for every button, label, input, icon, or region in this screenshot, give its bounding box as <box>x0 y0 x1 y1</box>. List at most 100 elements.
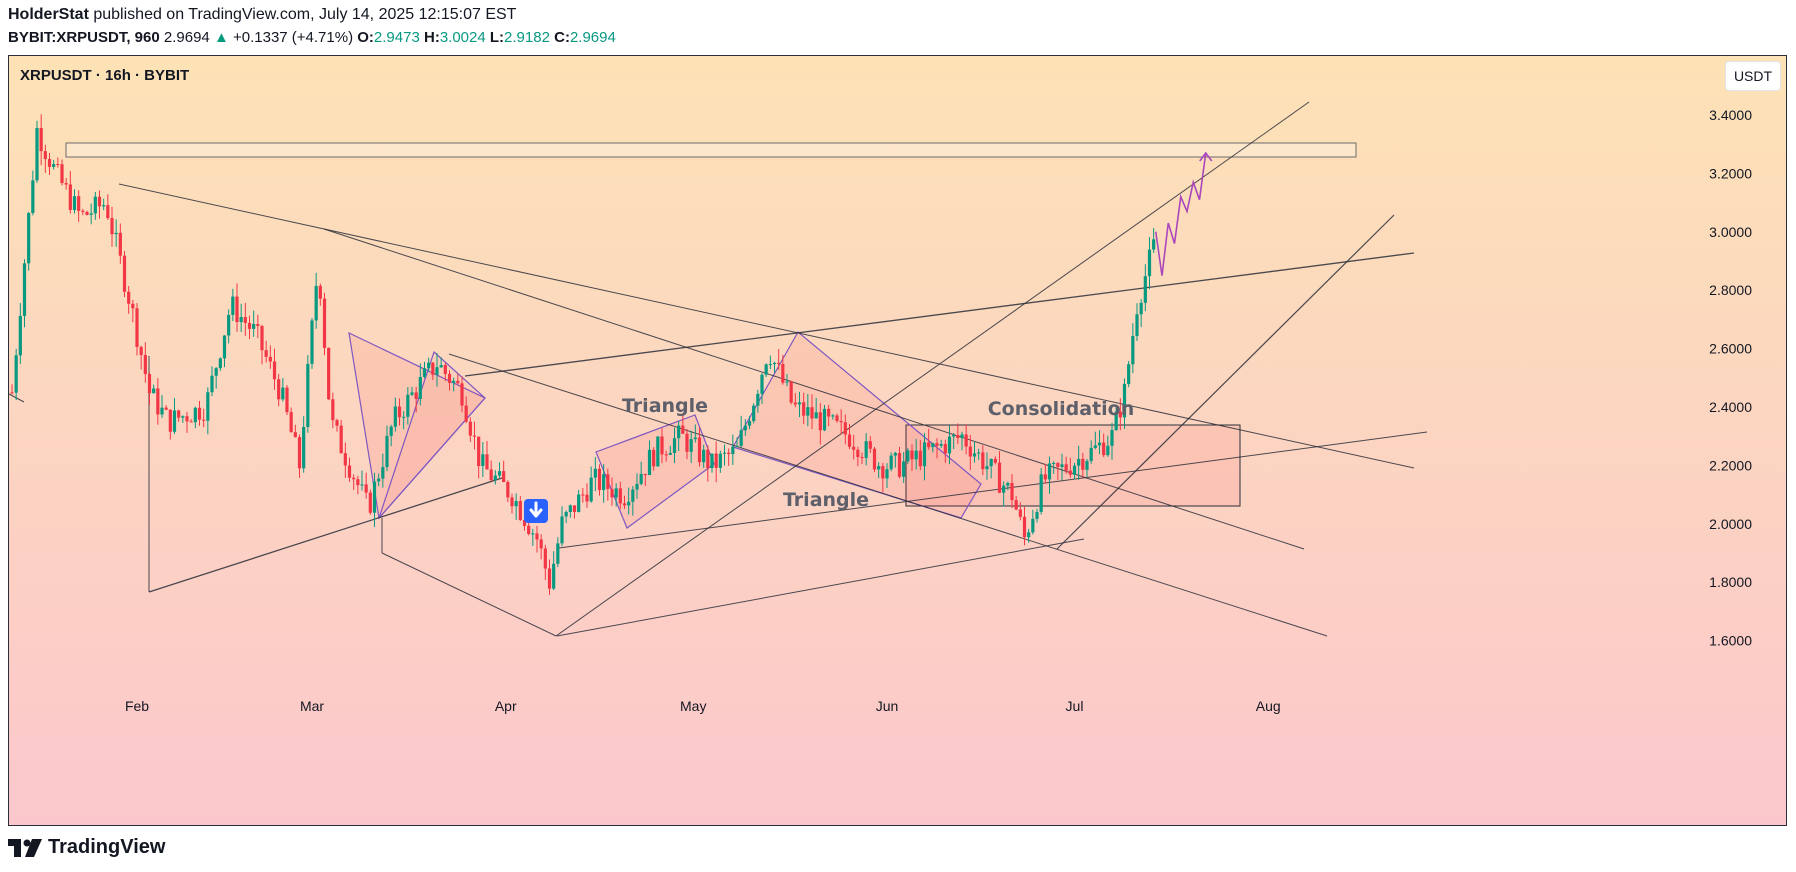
candle-body <box>347 465 352 478</box>
candle-body <box>977 452 981 454</box>
candle-body <box>822 408 827 431</box>
candle-body <box>1072 465 1077 475</box>
candle-body <box>777 362 781 364</box>
candle-body <box>1152 239 1156 250</box>
candle-body <box>327 347 331 400</box>
candle-body <box>906 450 910 462</box>
candle-body <box>539 539 543 549</box>
candle-body <box>606 474 610 490</box>
candle-body <box>127 291 131 304</box>
candle-body <box>993 458 997 463</box>
chart-panel[interactable]: Triangle Triangle Consolidation 3.4000 3.20… <box>8 55 1787 826</box>
close-label: C: <box>554 29 570 46</box>
candle-body <box>497 471 502 476</box>
candle-body <box>177 410 181 418</box>
candle-body <box>1056 462 1060 467</box>
candle-body <box>1139 302 1143 315</box>
candle-body <box>435 367 439 375</box>
candle-body <box>1093 445 1097 448</box>
candle-body <box>222 335 227 359</box>
candle-body <box>1147 249 1152 277</box>
candle-body <box>1006 483 1010 486</box>
candle-body <box>202 419 206 421</box>
tradingview-logo[interactable]: TradingView <box>8 836 165 859</box>
currency-unit-button[interactable]: USDT <box>1725 61 1781 91</box>
candle-body <box>427 362 431 369</box>
candle-body <box>677 425 681 439</box>
candle-body <box>206 392 210 421</box>
candle-body <box>72 196 77 210</box>
candle-body <box>722 452 727 454</box>
candle-body <box>168 409 172 432</box>
candle-body <box>43 151 47 160</box>
candle-body <box>1085 461 1089 470</box>
candle-body <box>1002 485 1006 493</box>
candle-body <box>10 392 14 394</box>
candle-body <box>839 421 843 423</box>
candle-body <box>639 473 643 484</box>
price-tick-label: 2.8000 <box>1709 282 1752 298</box>
candle-body <box>56 164 60 166</box>
candle-body <box>572 505 577 512</box>
candle-body <box>1102 442 1106 456</box>
time-tick-label: May <box>680 698 706 714</box>
candle-body <box>268 356 272 362</box>
candle-body <box>893 452 897 456</box>
candle-body <box>610 489 614 498</box>
annotations: Triangle Triangle Consolidation <box>622 395 1134 511</box>
projected-path <box>1154 152 1207 276</box>
candle-body <box>793 402 797 405</box>
candle-body <box>314 285 318 321</box>
trend-line <box>381 552 557 637</box>
candle-body <box>672 438 677 453</box>
candle-body <box>902 461 906 477</box>
price-tick-label: 3.0000 <box>1709 224 1752 240</box>
candle-body <box>135 308 139 347</box>
time-tick-label: Feb <box>125 698 149 714</box>
candle-body <box>689 439 693 452</box>
candle-body <box>872 448 877 470</box>
candle-body <box>660 436 664 455</box>
candle-body <box>785 381 789 383</box>
candle-body <box>706 449 710 469</box>
candle-body <box>760 374 764 394</box>
descending-trendline <box>448 353 1328 637</box>
ascending-trendline <box>558 431 1428 549</box>
price-axis: 3.4000 3.2000 3.0000 2.8000 2.6000 2.4000 2.20… <box>1709 107 1752 649</box>
candle-body <box>731 446 735 455</box>
open-label: O: <box>357 29 374 46</box>
candle-body <box>735 445 739 447</box>
candle-body <box>489 469 493 481</box>
candle-body <box>331 399 335 421</box>
candle-body <box>668 452 672 455</box>
candle-body <box>189 421 193 423</box>
channel-line <box>555 101 1310 637</box>
author-name[interactable]: HolderStat <box>8 6 89 23</box>
candle-body <box>989 458 993 467</box>
candle-body <box>393 406 397 427</box>
candle-body <box>877 466 881 470</box>
candle-body <box>102 205 106 207</box>
candle-body <box>418 376 422 399</box>
price-tick-label: 2.4000 <box>1709 399 1752 415</box>
candle-body <box>143 355 147 375</box>
candle-body <box>1097 442 1102 446</box>
candle-body <box>360 484 364 486</box>
open-value: 2.9473 <box>373 29 420 46</box>
candle-body <box>702 449 706 463</box>
high-label: H: <box>423 29 440 46</box>
candle-body <box>910 450 914 460</box>
triangle-pattern-1b <box>378 350 486 519</box>
price-chart[interactable]: Triangle Triangle Consolidation 3.4000 3.20… <box>9 56 1787 826</box>
candle-body <box>210 375 214 393</box>
low-value: 2.9182 <box>504 29 550 46</box>
pattern-annotation-label: Consolidation <box>988 398 1135 420</box>
candle-body <box>1014 500 1018 510</box>
candle-body <box>1035 511 1039 519</box>
price-tick-label: 2.2000 <box>1709 457 1752 473</box>
candle-body <box>239 316 243 323</box>
ascending-trendline <box>556 538 1085 637</box>
candle-body <box>810 407 814 419</box>
candle-body <box>227 314 231 336</box>
candle-body <box>468 421 472 436</box>
